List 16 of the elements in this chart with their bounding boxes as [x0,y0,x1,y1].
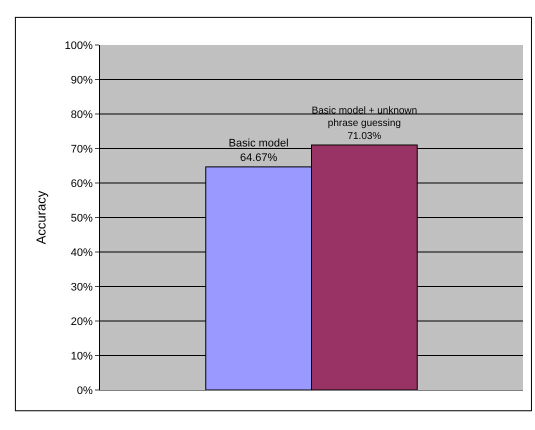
y-tick-label: 100% [64,40,94,52]
y-tick-label: 60% [70,178,94,190]
y-tick-label: 20% [70,316,94,328]
series-label: Basic model [228,138,289,150]
y-tick-label: 30% [70,281,94,294]
y-tick-label: 10% [70,350,94,362]
y-tick-label: 70% [70,143,94,156]
y-tick-label: 90% [70,74,94,86]
y-tick-label: 80% [70,108,94,121]
y-tick-label: 50% [70,212,94,224]
y-axis-title: Accuracy [34,190,49,244]
y-tick-label: 0% [76,384,94,397]
data-label: 71.03% [347,131,382,142]
series-label: Basic model + unknown phrase guessing [312,105,418,130]
data-label: 64.67% [240,152,278,164]
y-tick-label: 40% [70,246,94,259]
